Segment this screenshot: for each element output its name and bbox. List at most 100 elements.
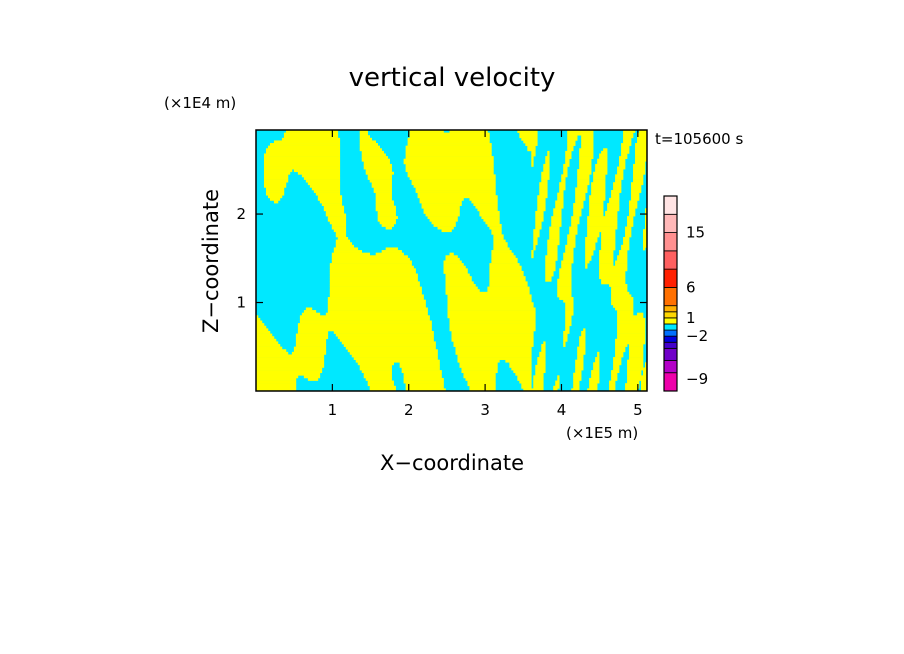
positive-velocity-cell (585, 265, 588, 269)
positive-velocity-cell (565, 302, 574, 306)
positive-velocity-cell (625, 385, 640, 389)
positive-velocity-cell (337, 336, 434, 340)
positive-velocity-cell (593, 179, 606, 183)
positive-velocity-cell (575, 367, 584, 371)
positive-velocity-cell (375, 200, 394, 204)
positive-velocity-cell (256, 351, 289, 355)
positive-velocity-cell (445, 257, 460, 261)
positive-velocity-cell (375, 208, 396, 212)
positive-velocity-cell (405, 150, 492, 154)
positive-velocity-cell (477, 208, 498, 212)
positive-velocity-cell (461, 370, 498, 374)
positive-velocity-cell (535, 223, 542, 227)
positive-velocity-cell (295, 344, 327, 347)
positive-velocity-cell (331, 226, 347, 230)
positive-velocity-cell (573, 377, 582, 381)
positive-velocity-cell (599, 263, 614, 267)
positive-velocity-cell (599, 260, 614, 264)
positive-velocity-cell (365, 171, 394, 175)
positive-velocity-cell (575, 362, 584, 366)
positive-velocity-cell (627, 375, 647, 379)
positive-velocity-cell (573, 372, 582, 376)
positive-velocity-cell (577, 351, 586, 355)
positive-velocity-cell (297, 330, 329, 334)
positive-velocity-cell (357, 362, 394, 366)
positive-velocity-cell (567, 143, 576, 146)
positive-velocity-cell (643, 234, 647, 238)
positive-velocity-cell (549, 229, 560, 233)
positive-velocity-cell (385, 247, 398, 251)
positive-velocity-cell (575, 187, 588, 191)
positive-velocity-cell (533, 234, 540, 238)
positive-velocity-cell (575, 195, 586, 199)
positive-velocity-cell (339, 338, 434, 342)
y-axis-label: Z−coordinate (199, 189, 223, 333)
positive-velocity-cell (611, 192, 620, 196)
positive-velocity-cell (455, 351, 532, 355)
positive-velocity-cell (513, 370, 532, 374)
positive-velocity-cell (599, 156, 608, 160)
positive-velocity-cell (615, 338, 646, 342)
positive-velocity-cell (256, 330, 271, 334)
positive-velocity-cell (449, 317, 536, 321)
positive-velocity-cell (323, 208, 345, 212)
positive-velocity-cell (591, 370, 600, 374)
positive-velocity-cell (489, 226, 502, 230)
positive-velocity-cell (547, 250, 558, 253)
positive-velocity-cell (335, 239, 351, 243)
positive-velocity-cell (535, 370, 546, 374)
positive-velocity-cell (543, 341, 546, 345)
positive-velocity-cell (573, 380, 580, 384)
positive-velocity-cell (505, 359, 532, 363)
positive-velocity-cell (563, 336, 568, 340)
positive-velocity-cell (571, 216, 580, 220)
positive-velocity-cell (509, 362, 532, 366)
positive-velocity-cell (533, 247, 536, 251)
positive-velocity-cell (423, 208, 460, 212)
positive-velocity-cell (256, 362, 325, 366)
positive-velocity-cell (641, 385, 647, 389)
positive-velocity-cell (601, 281, 626, 285)
positive-velocity-cell (579, 148, 594, 152)
positive-velocity-cell (405, 388, 446, 391)
positive-velocity-cell (535, 226, 542, 230)
positive-velocity-cell (347, 349, 438, 353)
positive-velocity-cell (359, 140, 376, 144)
positive-velocity-cell (609, 197, 620, 201)
positive-velocity-cell (256, 383, 297, 387)
positive-velocity-cell (331, 223, 347, 227)
positive-velocity-cell (553, 210, 562, 214)
positive-velocity-cell (617, 330, 646, 334)
positive-velocity-cell (619, 163, 626, 167)
positive-velocity-cell (447, 302, 534, 306)
positive-velocity-cell (451, 336, 534, 340)
positive-velocity-cell (307, 182, 341, 186)
positive-velocity-cell (563, 166, 568, 170)
positive-velocity-cell (335, 244, 355, 248)
positive-velocity-cell (413, 184, 496, 188)
positive-velocity-cell (573, 375, 582, 379)
positive-velocity-cell (329, 273, 418, 277)
positive-velocity-cell (541, 349, 546, 353)
positive-velocity-cell (545, 255, 558, 259)
positive-velocity-cell (457, 357, 532, 360)
positive-velocity-cell (327, 216, 347, 220)
positive-velocity-cell (359, 132, 369, 136)
positive-velocity-cell (273, 200, 279, 204)
positive-velocity-cell (256, 388, 297, 391)
positive-velocity-cell (491, 231, 502, 235)
positive-velocity-cell (613, 182, 622, 186)
x-tick-label: 1 (328, 401, 338, 419)
positive-velocity-cell (547, 153, 550, 157)
positive-velocity-cell (645, 226, 647, 230)
positive-velocity-cell (445, 276, 472, 280)
positive-velocity-cell (533, 385, 544, 389)
positive-velocity-cell (631, 195, 640, 199)
positive-velocity-cell (521, 137, 538, 141)
positive-velocity-cell (531, 156, 534, 160)
positive-velocity-cell (565, 161, 570, 165)
positive-velocity-cell (319, 200, 343, 204)
positive-velocity-cell (563, 299, 574, 303)
positive-velocity-cell (329, 281, 420, 285)
positive-velocity-cell (569, 226, 578, 230)
